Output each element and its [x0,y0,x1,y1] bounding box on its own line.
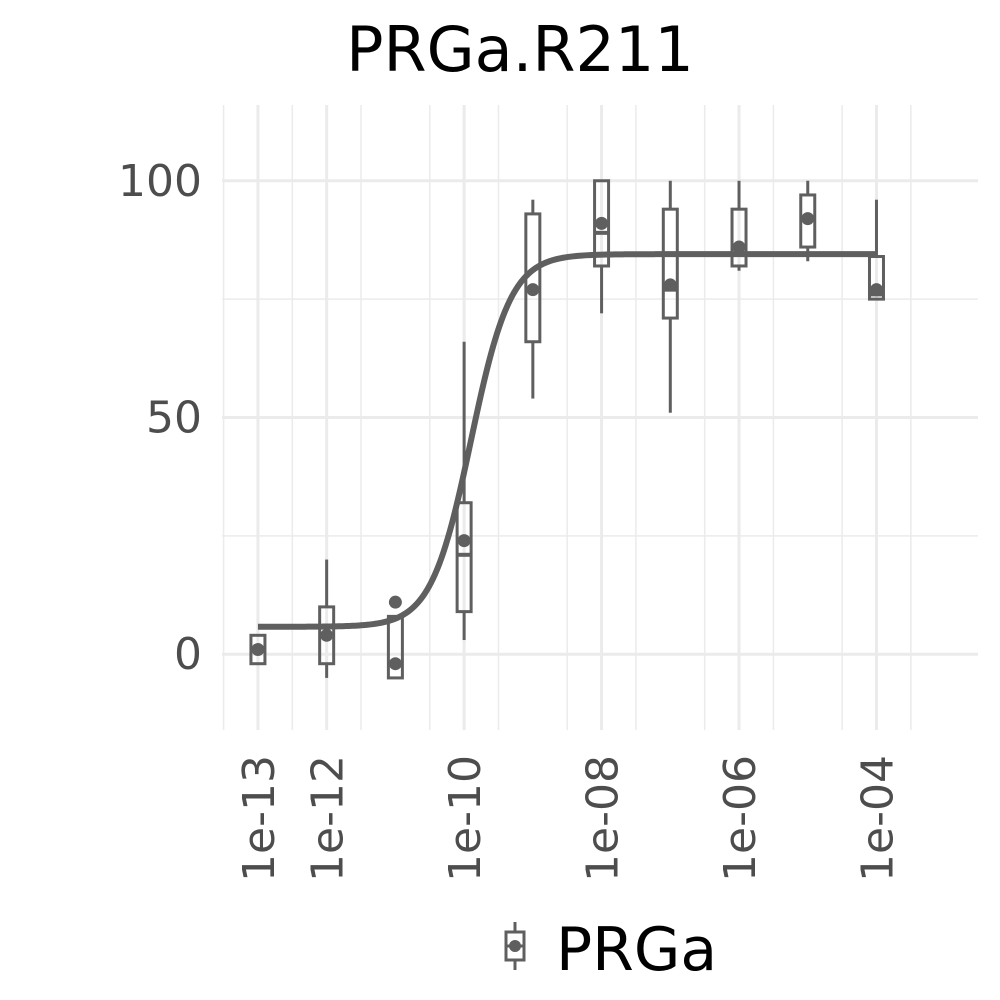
fit-curve-layer [257,251,878,630]
box [386,614,404,680]
x-tick-label: 1e-04 [852,755,903,882]
outlier-point [388,595,402,609]
boxplot [524,199,542,399]
mean-point [663,278,677,292]
boxplot [593,179,611,314]
box [455,501,473,614]
box [730,207,748,268]
boxplot [730,180,748,271]
x-tick-label: 1e-08 [578,755,629,882]
boxplot-layer [249,179,885,680]
legend: PRGa [504,915,717,985]
boxplot [867,199,885,301]
grid [222,105,978,730]
mean-point [732,240,746,254]
x-tick-label: 1e-13 [234,755,285,882]
x-tick-label: 1e-12 [303,755,354,882]
legend-label: PRGa [556,915,717,985]
mean-point [457,534,471,548]
boxplot [318,559,336,678]
box [799,193,817,249]
fit-curve [257,251,878,630]
boxplot [799,180,817,262]
mean-point [320,628,334,642]
boxplot [386,595,404,680]
x-tick-label: 1e-10 [440,755,491,882]
mean-point [526,283,540,297]
y-tick-label: 100 [118,156,202,207]
x-tick-label: 1e-06 [715,755,766,882]
legend-key-icon [504,922,526,970]
legend-key-point [509,940,521,952]
y-tick-label: 50 [146,393,202,444]
mean-point [595,216,609,230]
y-tick-label: 0 [174,629,202,680]
boxplot [455,341,473,641]
box [593,179,611,268]
box [524,212,542,344]
boxplot [249,633,267,666]
boxplot [661,180,679,413]
mean-point [869,283,883,297]
box [867,255,885,301]
mean-point [388,657,402,671]
box [661,207,679,320]
axes: 1e-13 1e-12 1e-10 1e-08 1e-06 1e-04 0 50 100 [118,156,903,882]
mean-point [251,643,265,657]
mean-point [801,212,815,226]
chart-title: PRGa.R211 [346,13,694,86]
